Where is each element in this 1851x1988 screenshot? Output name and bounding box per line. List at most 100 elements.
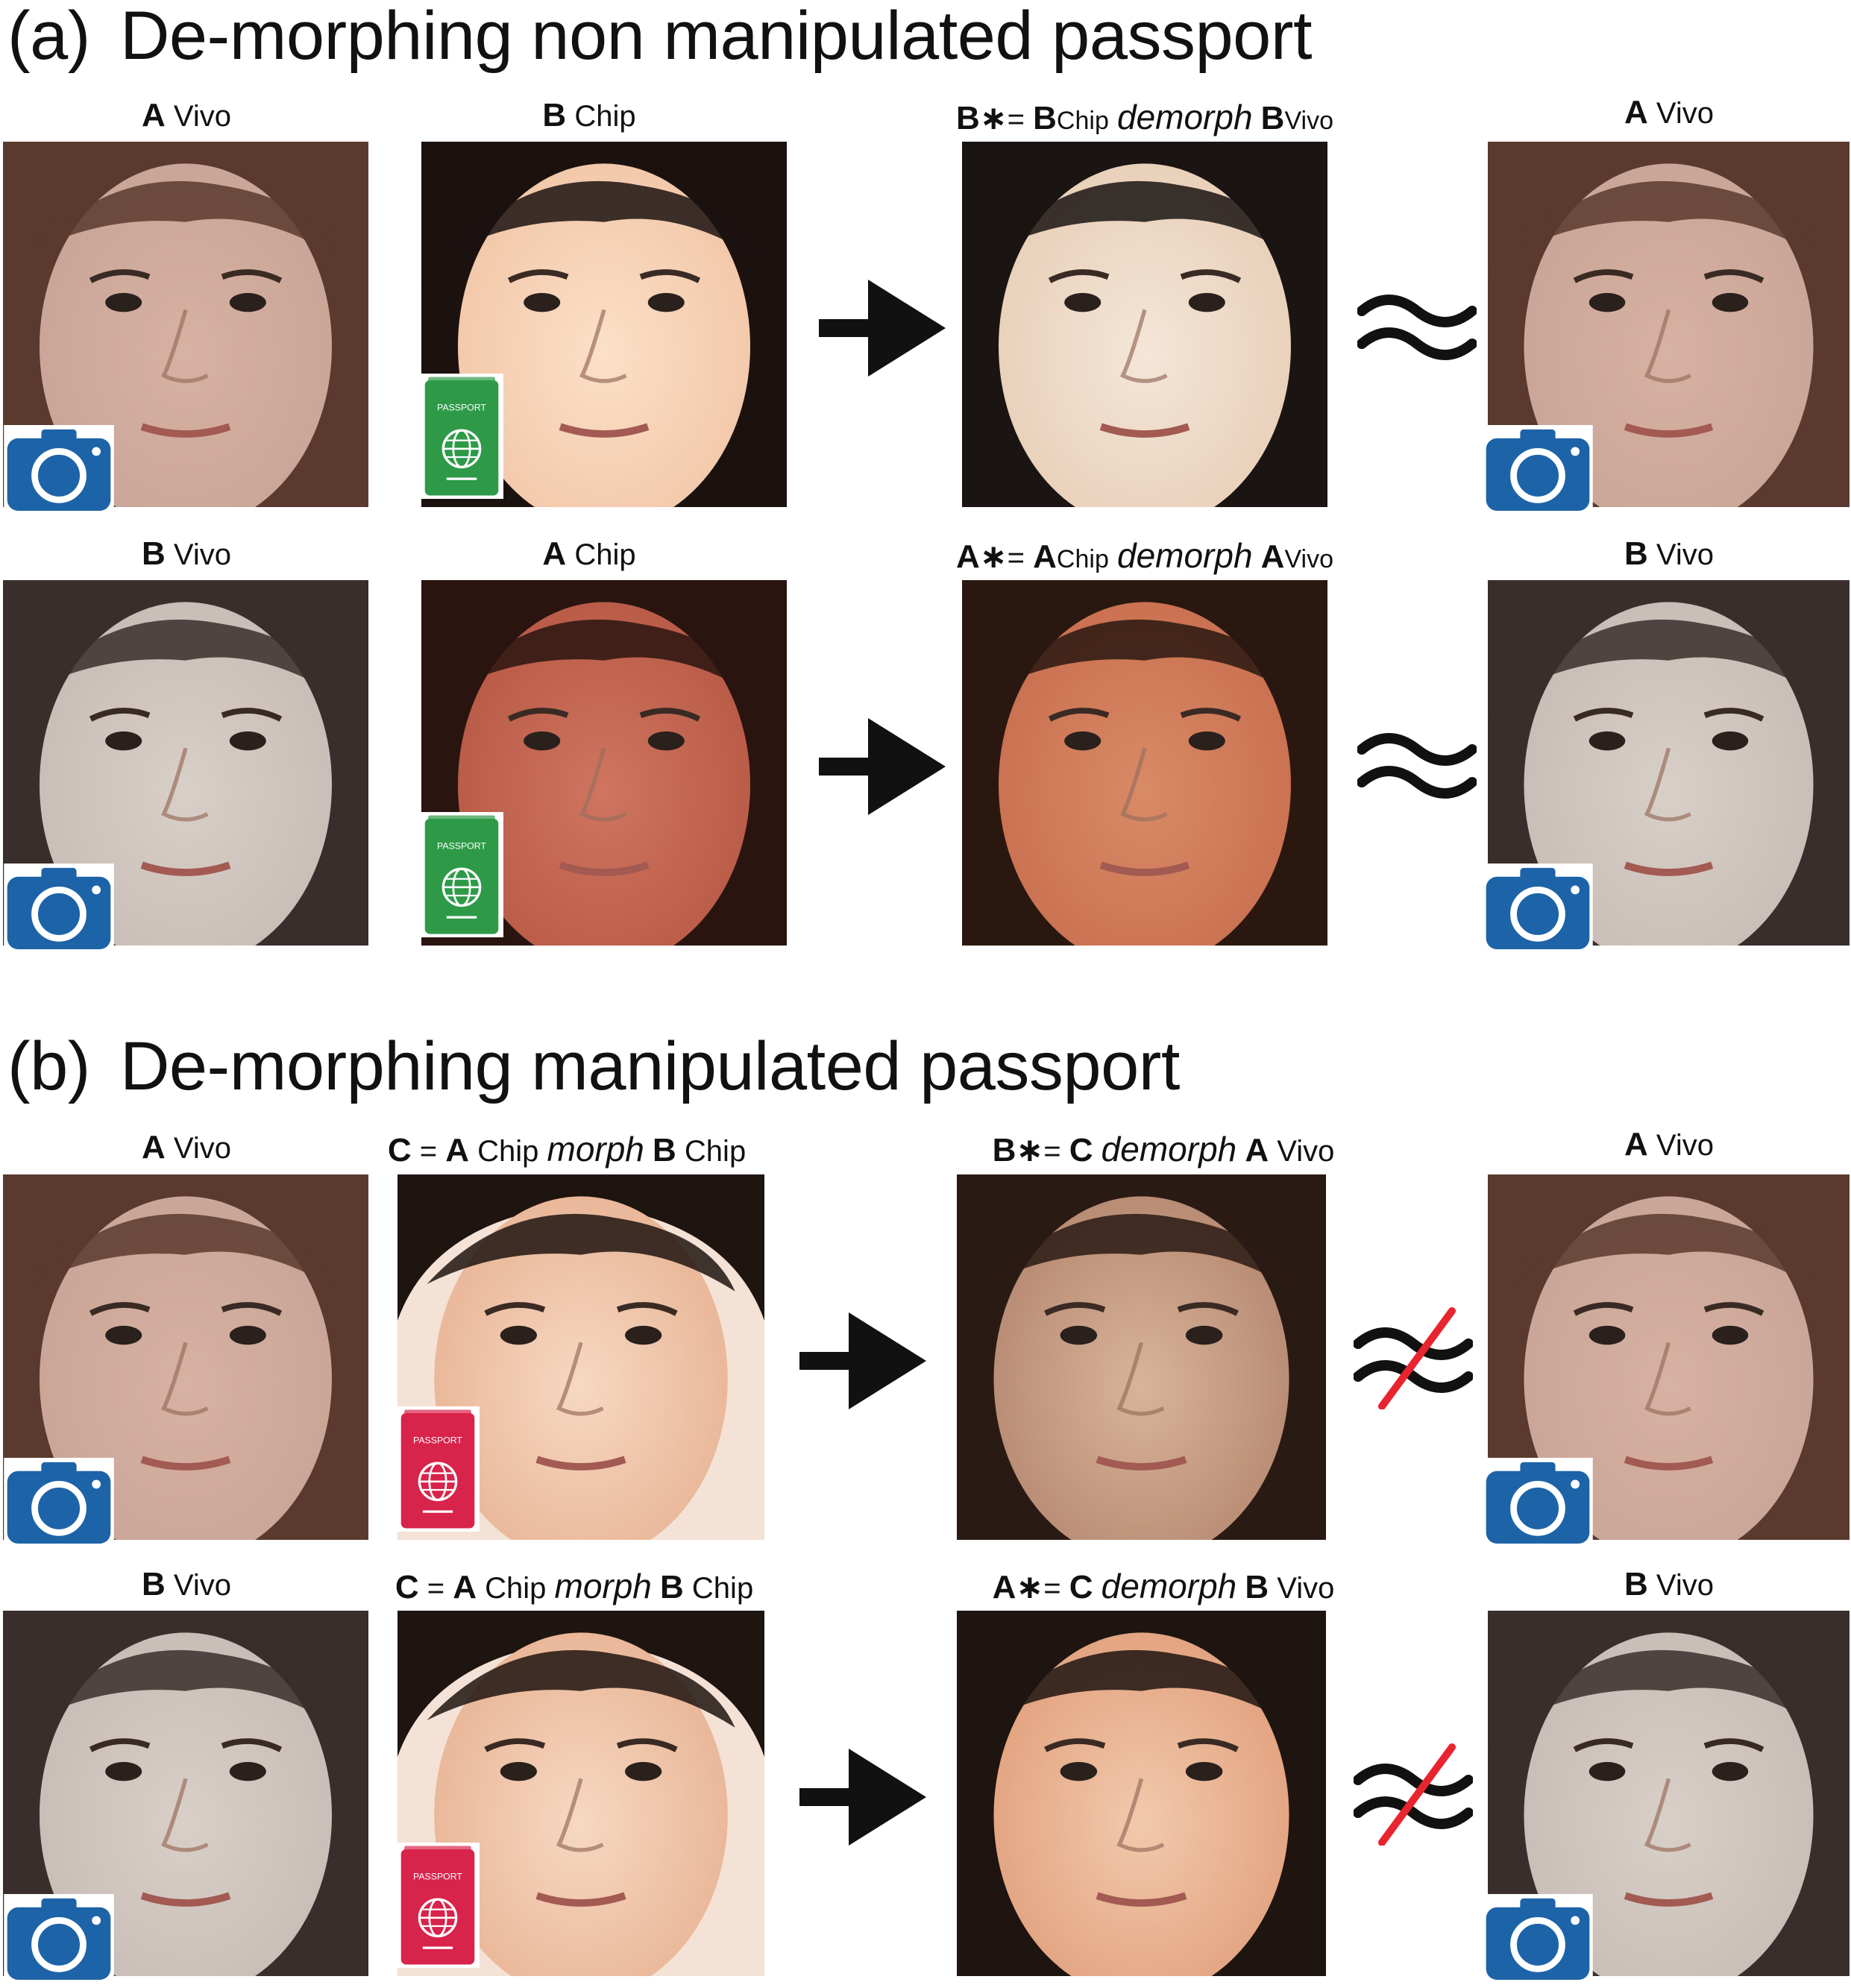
section-b-tag: (b) [7,1028,90,1104]
b-row2-result-label-part-0: A∗ [992,1569,1044,1605]
a-row1-arrow-right-icon [819,280,946,377]
b-row2-vivo-label-part-0: B [142,1566,166,1602]
section-a-title: (a) De-morphing non manipulated passport [7,0,1313,75]
a-row2-target-label-part-1: Vivo [1656,538,1714,571]
a-row1-target-label-part-0: A [1624,94,1648,130]
a-row2-vivo-label-part-0: B [142,535,166,572]
a-row2-result-label-part-5: A [1260,538,1285,575]
a-row2-chip-photo [421,580,787,946]
a-row1-vivo-label: A Vivo [142,97,231,134]
b-row1-target-label-part-1: Vivo [1656,1129,1714,1162]
b-row1-result-label-part-0: B∗ [992,1132,1044,1168]
a-row2-chip-label: A Chip [542,535,635,573]
section-a-tag: (a) [7,0,90,74]
svg-text:PASSPORT: PASSPORT [413,1435,462,1445]
b-row1-camera-icon [3,1458,115,1546]
a-row2-target-label: B Vivo [1624,535,1714,573]
b-row2-chip-label-part-4: morph [554,1567,652,1605]
a-row2-target-label-part-0: B [1624,535,1648,572]
b-row2-result-label-part-4: B [1245,1569,1269,1605]
a-row1-result-label-part-0: B∗ [956,100,1008,136]
a-row1-result-label-part-4: demorph [1116,98,1253,136]
a-row2-target-camera-icon [1482,864,1594,951]
a-row2-chip-label-part-0: A [542,535,567,572]
b-row2-chip-label-part-3: Chip [485,1572,547,1605]
a-row1-result-label-part-1: = [1007,103,1025,136]
a-row2-arrow-right-icon [819,718,946,815]
a-row1-result-photo [962,142,1327,507]
a-row2-passport-icon: PASSPORT [420,811,503,938]
a-row1-target-label: A Vivo [1624,94,1714,131]
b-row1-vivo-label: A Vivo [142,1129,231,1166]
b-row1-passport-icon: PASSPORT [396,1406,480,1532]
a-row1-chip-label: B Chip [542,97,635,134]
a-row1-vivo-label-part-0: A [142,97,166,133]
a-row2-vivo-label: B Vivo [142,535,231,573]
b-row1-result-label-part-1: = [1043,1135,1061,1168]
b-row2-vivo-label: B Vivo [142,1566,231,1603]
a-row1-result-label-part-6: Vivo [1284,107,1333,135]
b-row2-not-approx-icon [1353,1741,1474,1846]
a-row1-result-label: B∗= BChip demorph BVivo [956,97,1333,137]
a-row2-chip-label-part-1: Chip [574,538,636,571]
b-row2-target-label-part-1: Vivo [1656,1569,1714,1602]
a-row2-approx-icon [1357,711,1477,815]
b-row1-result-label-part-5: Vivo [1277,1135,1335,1168]
b-row2-target-camera-icon [1482,1894,1594,1982]
b-row1-vivo-label-part-0: A [142,1129,166,1166]
b-row2-target-label-part-0: B [1624,1566,1648,1602]
b-row1-chip-label-part-4: morph [547,1130,644,1168]
a-row2-result-label-part-6: Vivo [1284,545,1333,573]
b-row1-target-camera-icon [1482,1458,1594,1546]
svg-text:PASSPORT: PASSPORT [413,1871,462,1881]
b-row2-chip-label-part-1: = [427,1572,445,1605]
a-row2-result-label-part-0: A∗ [956,538,1008,575]
b-row1-chip-label-part-2: A [445,1132,469,1168]
b-row2-result-photo [957,1611,1326,1976]
b-row1-chip-label-part-0: C [387,1132,412,1168]
a-row2-result-photo [962,580,1327,946]
b-row1-result-label: B∗= C demorph A Vivo [993,1129,1335,1169]
b-row1-vivo-label-part-1: Vivo [173,1132,231,1165]
b-row1-chip-label-part-5: B [653,1132,676,1168]
a-row1-chip-label-part-0: B [542,97,567,133]
b-row1-result-label-part-3: demorph [1101,1130,1237,1168]
section-b-heading: De-morphing manipulated passport [119,1028,1181,1104]
b-row2-chip-label-part-0: C [395,1569,419,1605]
svg-text:PASSPORT: PASSPORT [437,402,486,412]
b-row1-target-label: A Vivo [1624,1126,1714,1163]
b-row2-result-label-part-3: demorph [1101,1567,1237,1605]
a-row1-target-camera-icon [1482,425,1594,513]
a-row2-camera-icon [3,864,115,951]
a-row1-chip-label-part-1: Chip [574,100,636,133]
b-row1-target-label-part-0: A [1624,1126,1648,1163]
a-row1-chip-photo [421,142,787,507]
b-row1-result-label-part-4: A [1245,1132,1269,1168]
b-row2-arrow-right-icon [799,1749,926,1846]
b-row1-result-label-part-2: C [1069,1132,1093,1168]
b-row2-result-label-part-1: = [1043,1572,1061,1605]
b-row2-passport-icon: PASSPORT [396,1842,480,1969]
a-row1-result-label-part-3: Chip [1056,107,1109,135]
a-row1-result-label-part-2: B [1033,100,1057,136]
a-row1-vivo-photo [3,142,368,507]
b-row2-chip-label-part-2: A [453,1569,477,1605]
b-row2-chip-label: C = A Chip morph B Chip [395,1566,753,1606]
section-a-heading: De-morphing non manipulated passport [119,0,1313,74]
a-row1-passport-icon: PASSPORT [420,373,503,500]
a-row1-approx-icon [1357,272,1477,377]
a-row2-result-label: A∗= AChip demorph AVivo [956,535,1333,576]
b-row2-chip-photo [397,1611,764,1976]
b-row1-not-approx-icon [1353,1305,1474,1410]
svg-text:PASSPORT: PASSPORT [437,840,486,851]
b-row2-result-label-part-5: Vivo [1277,1572,1335,1605]
b-row1-chip-label-part-3: Chip [477,1135,539,1168]
a-row2-result-label-part-4: demorph [1116,536,1253,575]
b-row2-result-label: A∗= C demorph B Vivo [993,1566,1335,1606]
b-row2-chip-label-part-5: B [660,1569,684,1605]
b-row2-vivo-label-part-1: Vivo [173,1569,231,1602]
a-row2-result-label-part-1: = [1007,541,1025,574]
a-row2-result-label-part-2: A [1033,538,1057,575]
b-row1-target-photo [1488,1174,1850,1540]
a-row2-target-photo [1488,580,1850,946]
